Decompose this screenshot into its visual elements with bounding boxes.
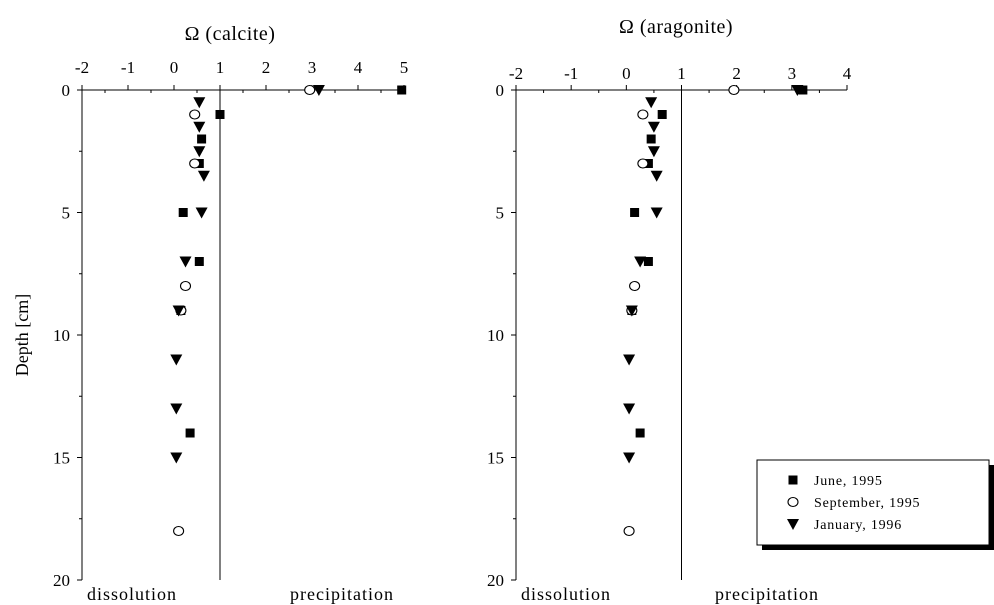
chart-panel-0: -2 -1 0 1 2 3 4 5 0 5 10 15 20 Ω (calcite) Depth [cm] d… <box>12 23 408 604</box>
data-point-triangle-down <box>193 97 206 109</box>
data-point-square <box>635 428 645 438</box>
dissolution-label: dissolution <box>87 584 177 604</box>
x-tick-label: -2 <box>509 64 523 83</box>
y-tick-label: 0 <box>62 81 71 100</box>
data-point-triangle-down <box>170 354 183 366</box>
data-point-square <box>397 85 407 95</box>
data-point-circle <box>629 280 641 292</box>
data-point-triangle-down <box>197 170 210 182</box>
data-point-square <box>194 257 204 266</box>
y-tick-label: 10 <box>487 326 504 345</box>
dissolution-label: dissolution <box>521 584 611 604</box>
legend-marker-circle <box>787 496 799 508</box>
data-point-circle <box>173 525 185 537</box>
data-point-circle <box>189 158 201 169</box>
data-point-circle <box>637 158 649 169</box>
data-point-circle <box>189 109 201 120</box>
y-tick-label: 15 <box>487 449 504 468</box>
x-tick-label: 4 <box>354 58 363 77</box>
data-point-triangle-down <box>623 354 636 366</box>
legend-marker-square <box>788 475 798 485</box>
x-tick-label: 3 <box>788 64 797 83</box>
data-point-square <box>630 208 640 217</box>
x-tick-label: -2 <box>75 58 89 77</box>
y-tick-label: 20 <box>487 571 504 590</box>
x-tick-label: 1 <box>677 64 686 83</box>
series-2 <box>170 85 325 464</box>
data-point-square <box>185 428 195 438</box>
data-point-triangle-down <box>623 452 636 464</box>
legend-label: September, 1995 <box>814 496 920 511</box>
precipitation-label: precipitation <box>715 584 819 604</box>
y-tick-label: 10 <box>53 326 70 345</box>
data-point-triangle-down <box>195 207 208 219</box>
x-tick-label: 0 <box>170 58 179 77</box>
data-point-triangle-down <box>791 85 804 96</box>
data-point-triangle-down <box>170 452 183 464</box>
data-point-triangle-down <box>650 170 663 182</box>
data-point-triangle-down <box>647 121 660 133</box>
y-tick-label: 5 <box>62 204 71 223</box>
data-point-circle <box>179 280 192 292</box>
data-point-circle <box>304 84 316 96</box>
x-axis-title: Ω (calcite) <box>185 23 276 45</box>
data-point-triangle-down <box>645 97 658 109</box>
legend-marker-triangle-down <box>787 519 799 530</box>
data-point-triangle-down <box>625 305 638 317</box>
series-1 <box>173 84 316 537</box>
precipitation-label: precipitation <box>290 584 394 604</box>
x-tick-label: -1 <box>121 58 135 77</box>
data-point-triangle-down <box>623 403 636 415</box>
data-point-square <box>178 208 188 217</box>
data-point-triangle-down <box>634 256 647 268</box>
legend-label: June, 1995 <box>814 474 883 489</box>
x-axis-title: Ω (aragonite) <box>619 16 733 38</box>
x-tick-label: 1 <box>216 58 225 77</box>
data-point-triangle-down <box>179 256 192 268</box>
data-point-triangle-down <box>170 403 183 415</box>
x-tick-label: -1 <box>564 64 578 83</box>
legend: June, 1995 September, 1995 January, 1996 <box>756 459 994 550</box>
y-tick-label: 5 <box>496 204 505 223</box>
y-tick-label: 20 <box>53 571 70 590</box>
series-0 <box>627 85 808 438</box>
data-point-circle <box>623 525 635 537</box>
y-axis-title: Depth [cm] <box>12 294 32 376</box>
data-point-square <box>657 110 667 119</box>
data-point-circle <box>728 84 740 96</box>
x-tick-label: 5 <box>400 58 409 77</box>
x-tick-label: 4 <box>843 64 852 83</box>
x-tick-label: 2 <box>262 58 271 77</box>
legend-label: January, 1996 <box>814 518 902 533</box>
series-0 <box>176 85 407 438</box>
data-point-triangle-down <box>312 85 325 96</box>
data-point-square <box>215 110 225 119</box>
data-point-triangle-down <box>193 146 206 158</box>
y-tick-label: 0 <box>496 81 505 100</box>
data-point-square <box>643 257 653 266</box>
x-tick-label: 3 <box>308 58 317 77</box>
data-point-triangle-down <box>647 146 660 158</box>
chart-panel-1: -2 -1 0 1 2 3 4 0 5 10 15 20 Ω (aragonite) dissolutio… <box>487 16 852 604</box>
data-point-square <box>798 85 808 95</box>
y-tick-label: 15 <box>53 449 70 468</box>
data-point-square <box>646 134 656 144</box>
data-point-square <box>197 134 207 144</box>
data-point-triangle-down <box>193 121 206 133</box>
x-tick-label: 0 <box>622 64 631 83</box>
x-tick-label: 2 <box>732 64 741 83</box>
series-2 <box>623 85 804 464</box>
data-point-circle <box>637 109 649 120</box>
data-point-triangle-down <box>650 207 663 219</box>
data-point-triangle-down <box>172 305 185 317</box>
